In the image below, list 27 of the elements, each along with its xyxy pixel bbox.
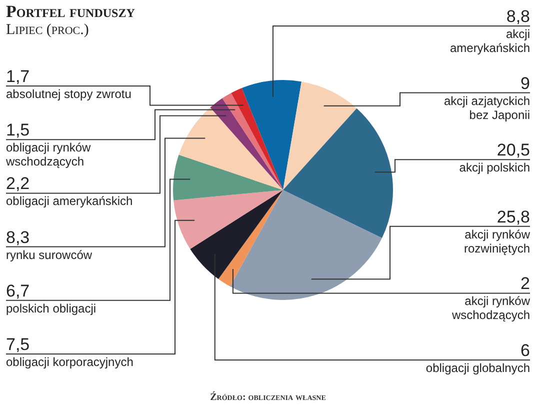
slice-label: rynku surowców [6,248,92,262]
slice-label: akcji amerykańskich [450,27,530,55]
data-label: 20,5 [496,140,530,160]
slice-label: akcji rynków rozwiniętych [464,227,530,256]
chart-title: Portfel funduszy [6,2,135,22]
data-label: 2,2 [6,174,30,194]
slice-label: obligacji amerykańskich [6,194,133,208]
slice-label: akcji azjatyckich bez Japonii [444,94,530,122]
data-label: 7,5 [6,335,30,354]
text: Lipiec (proc.) [6,22,89,39]
data-label: 6 [520,341,530,360]
data-label: 8,3 [6,228,30,247]
data-label: 2 [520,274,530,294]
slice-label: akcji rynków wschodzących [450,294,530,322]
data-label: 1,5 [6,120,30,140]
data-label: 9 [520,74,530,93]
slice-label: obligacji korporacyjnych [6,355,134,369]
slice-label: akcji polskich [459,160,530,175]
slice-label: obligacji rynków wschodzących [5,140,92,169]
text: Źródło: obliczenia własne [209,392,327,403]
data-label: 8,8 [506,7,530,26]
data-label: 25,8 [496,207,530,226]
data-label: 6,7 [6,281,30,300]
slice-label: absolutnej stopy zwrotu [6,87,132,101]
slice-label: polskich obligacji [6,301,96,316]
slice-label: obligacji globalnych [426,361,530,375]
data-label: 1,7 [6,67,30,86]
